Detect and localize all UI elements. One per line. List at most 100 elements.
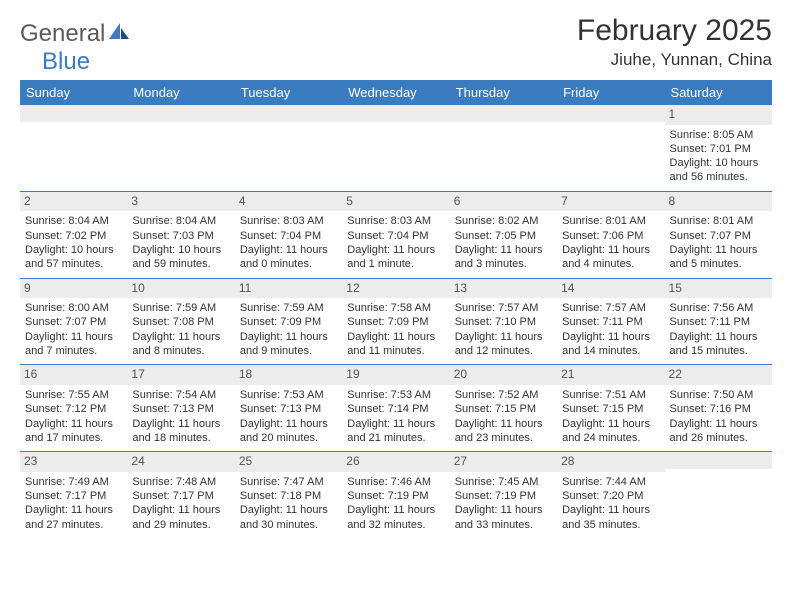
cell-info-line: Sunset: 7:14 PM xyxy=(347,402,444,416)
cell-info-line: Sunrise: 7:44 AM xyxy=(562,475,659,489)
cell-info-line: Sunrise: 7:56 AM xyxy=(670,301,767,315)
cell-info-line: Sunset: 7:17 PM xyxy=(25,489,122,503)
calendar-cell: 3Sunrise: 8:04 AMSunset: 7:03 PMDaylight… xyxy=(127,191,234,278)
calendar-cell: 24Sunrise: 7:48 AMSunset: 7:17 PMDayligh… xyxy=(127,452,234,538)
day-number: 19 xyxy=(342,365,449,385)
cell-info-line: Daylight: 11 hours and 11 minutes. xyxy=(347,330,444,359)
calendar-week-row: 1Sunrise: 8:05 AMSunset: 7:01 PMDaylight… xyxy=(20,105,772,191)
cell-info-line: Daylight: 11 hours and 33 minutes. xyxy=(455,503,552,532)
cell-info-line: Sunrise: 7:54 AM xyxy=(132,388,229,402)
calendar-cell: 17Sunrise: 7:54 AMSunset: 7:13 PMDayligh… xyxy=(127,365,234,452)
calendar-cell xyxy=(20,105,127,191)
calendar-cell: 7Sunrise: 8:01 AMSunset: 7:06 PMDaylight… xyxy=(557,191,664,278)
cell-info-line: Sunset: 7:05 PM xyxy=(455,229,552,243)
calendar-cell: 10 Sunrise: 7:59 AMSunset: 7:08 PMDayligh… xyxy=(127,278,234,365)
cell-info-line: Sunset: 7:07 PM xyxy=(670,229,767,243)
day-number: 12 xyxy=(342,279,449,299)
cell-info-line: Sunset: 7:06 PM xyxy=(562,229,659,243)
calendar-week-row: 23Sunrise: 7:49 AMSunset: 7:17 PMDayligh… xyxy=(20,452,772,538)
cell-info-line: Sunset: 7:13 PM xyxy=(132,402,229,416)
cell-info-line: Daylight: 11 hours and 32 minutes. xyxy=(347,503,444,532)
calendar-cell: 5Sunrise: 8:03 AMSunset: 7:04 PMDaylight… xyxy=(342,191,449,278)
calendar-cell xyxy=(665,452,772,538)
cell-info-line: Daylight: 11 hours and 20 minutes. xyxy=(240,417,337,446)
day-number: 26 xyxy=(342,452,449,472)
calendar-cell: 26 Sunrise: 7:46 AMSunset: 7:19 PMDayligh… xyxy=(342,452,449,538)
calendar-cell: 15Sunrise: 7:56 AMSunset: 7:11 PMDayligh… xyxy=(665,278,772,365)
cell-info-line: Sunrise: 7:58 AM xyxy=(347,301,444,315)
day-number: 18 xyxy=(235,365,342,385)
cell-info-line: Sunset: 7:13 PM xyxy=(240,402,337,416)
day-number xyxy=(557,105,664,122)
calendar-cell: 11Sunrise: 7:59 AMSunset: 7:09 PMDayligh… xyxy=(235,278,342,365)
cell-info-line: Sunrise: 7:53 AM xyxy=(240,388,337,402)
cell-info-line: Sunrise: 7:55 AM xyxy=(25,388,122,402)
day-number xyxy=(127,105,234,122)
cell-info-line: Sunrise: 7:59 AM xyxy=(132,301,229,315)
calendar-cell: 8Sunrise: 8:01 AMSunset: 7:07 PMDaylight… xyxy=(665,191,772,278)
cell-info-line: Daylight: 11 hours and 35 minutes. xyxy=(562,503,659,532)
cell-info-line: Daylight: 11 hours and 8 minutes. xyxy=(132,330,229,359)
header: General February 2025 Jiuhe, Yunnan, Chi… xyxy=(20,14,772,70)
calendar-cell: 22Sunrise: 7:50 AMSunset: 7:16 PMDayligh… xyxy=(665,365,772,452)
cell-info-line: Sunset: 7:11 PM xyxy=(562,315,659,329)
cell-info-line: Sunset: 7:11 PM xyxy=(670,315,767,329)
calendar-week-row: 16Sunrise: 7:55 AMSunset: 7:12 PMDayligh… xyxy=(20,365,772,452)
day-number: 24 xyxy=(127,452,234,472)
cell-info-line: Sunrise: 7:46 AM xyxy=(347,475,444,489)
cell-info-line: Sunset: 7:04 PM xyxy=(347,229,444,243)
cell-info-line: Daylight: 11 hours and 26 minutes. xyxy=(670,417,767,446)
day-number: 1 xyxy=(665,105,772,125)
day-number: 10 xyxy=(127,279,234,299)
day-number: 14 xyxy=(557,279,664,299)
calendar-cell: 2Sunrise: 8:04 AMSunset: 7:02 PMDaylight… xyxy=(20,191,127,278)
cell-info-line: Sunset: 7:04 PM xyxy=(240,229,337,243)
day-number: 17 xyxy=(127,365,234,385)
day-number: 20 xyxy=(450,365,557,385)
logo: General xyxy=(20,14,132,48)
day-header: Thursday xyxy=(450,80,557,105)
cell-info-line: Sunrise: 7:59 AM xyxy=(240,301,337,315)
cell-info-line: Sunset: 7:16 PM xyxy=(670,402,767,416)
day-number: 23 xyxy=(20,452,127,472)
calendar-cell: 12Sunrise: 7:58 AMSunset: 7:09 PMDayligh… xyxy=(342,278,449,365)
cell-info-line: Sunrise: 7:57 AM xyxy=(455,301,552,315)
day-header-row: Sunday Monday Tuesday Wednesday Thursday… xyxy=(20,80,772,105)
day-number xyxy=(450,105,557,122)
cell-info-line: Sunset: 7:20 PM xyxy=(562,489,659,503)
cell-info-line: Sunset: 7:08 PM xyxy=(132,315,229,329)
cell-info-line: Sunrise: 7:57 AM xyxy=(562,301,659,315)
day-number xyxy=(342,105,449,122)
cell-info-line: Daylight: 11 hours and 7 minutes. xyxy=(25,330,122,359)
cell-info-line: Daylight: 11 hours and 12 minutes. xyxy=(455,330,552,359)
location: Jiuhe, Yunnan, China xyxy=(577,50,772,70)
calendar-week-row: 9Sunrise: 8:00 AMSunset: 7:07 PMDaylight… xyxy=(20,278,772,365)
day-number: 21 xyxy=(557,365,664,385)
day-number: 8 xyxy=(665,192,772,212)
cell-info-line: Daylight: 11 hours and 3 minutes. xyxy=(455,243,552,272)
day-number: 16 xyxy=(20,365,127,385)
cell-info-line: Daylight: 11 hours and 17 minutes. xyxy=(25,417,122,446)
cell-info-line: Daylight: 11 hours and 15 minutes. xyxy=(670,330,767,359)
calendar-cell: 16Sunrise: 7:55 AMSunset: 7:12 PMDayligh… xyxy=(20,365,127,452)
day-header: Monday xyxy=(127,80,234,105)
day-number: 25 xyxy=(235,452,342,472)
day-number: 22 xyxy=(665,365,772,385)
calendar-cell xyxy=(235,105,342,191)
cell-info-line: Daylight: 11 hours and 9 minutes. xyxy=(240,330,337,359)
calendar-cell: 20Sunrise: 7:52 AMSunset: 7:15 PMDayligh… xyxy=(450,365,557,452)
day-header: Sunday xyxy=(20,80,127,105)
page: General February 2025 Jiuhe, Yunnan, Chi… xyxy=(0,0,792,548)
month-title: February 2025 xyxy=(577,14,772,48)
cell-info-line: Daylight: 11 hours and 14 minutes. xyxy=(562,330,659,359)
day-number: 6 xyxy=(450,192,557,212)
cell-info-line: Sunset: 7:19 PM xyxy=(347,489,444,503)
cell-info-line: Daylight: 11 hours and 27 minutes. xyxy=(25,503,122,532)
cell-info-line: Sunset: 7:17 PM xyxy=(132,489,229,503)
cell-info-line: Sunset: 7:03 PM xyxy=(132,229,229,243)
logo-text-blue: Blue xyxy=(42,48,90,76)
cell-info-line: Daylight: 11 hours and 23 minutes. xyxy=(455,417,552,446)
day-number xyxy=(665,452,772,469)
calendar-cell: 21Sunrise: 7:51 AMSunset: 7:15 PMDayligh… xyxy=(557,365,664,452)
cell-info-line: Sunrise: 7:53 AM xyxy=(347,388,444,402)
